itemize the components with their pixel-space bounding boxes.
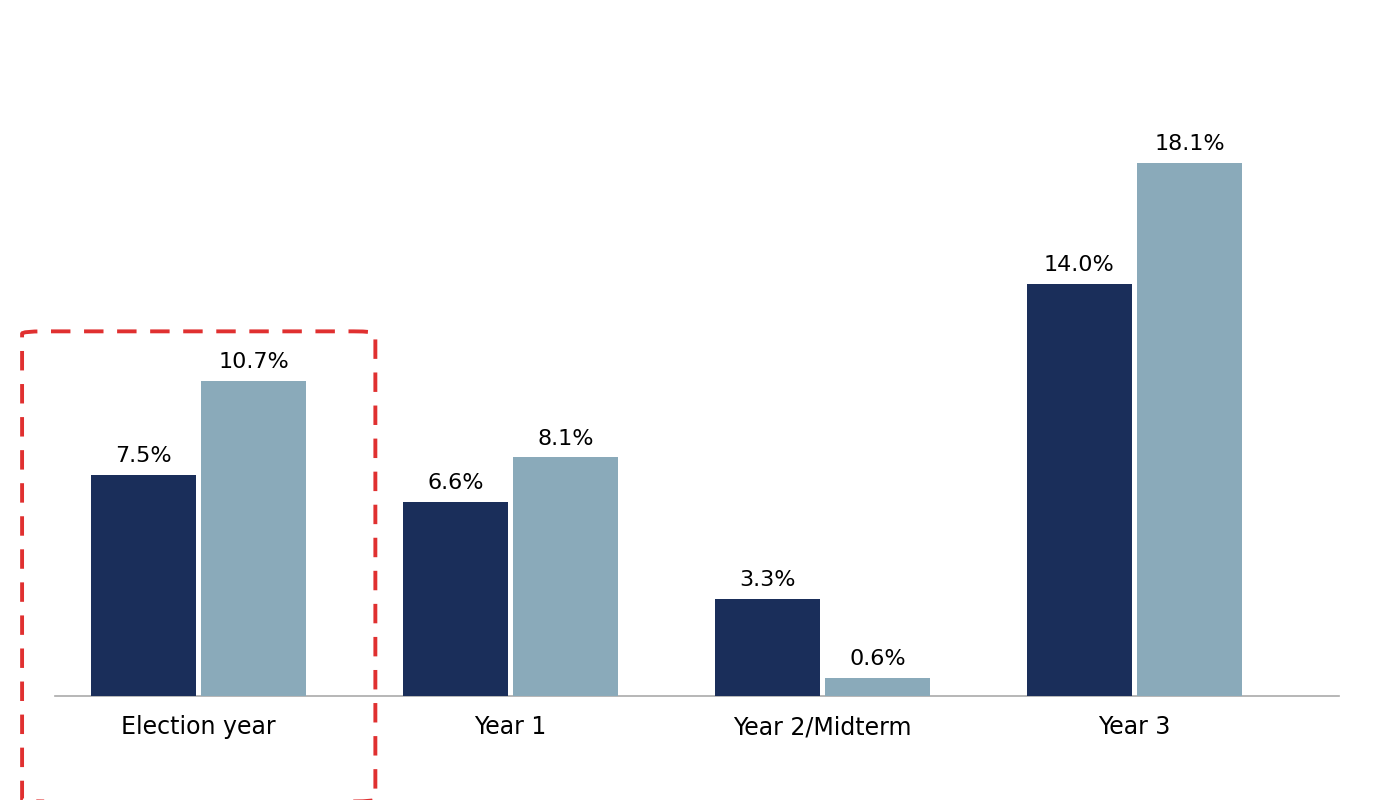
Bar <box>513 458 618 696</box>
Text: 6.6%: 6.6% <box>428 473 483 493</box>
Bar <box>1027 284 1132 696</box>
Text: 10.7%: 10.7% <box>218 352 290 372</box>
Bar <box>201 381 306 696</box>
Text: 14.0%: 14.0% <box>1043 254 1115 274</box>
Bar <box>403 502 508 696</box>
Bar <box>715 598 820 696</box>
Text: 18.1%: 18.1% <box>1154 134 1225 154</box>
Bar <box>1137 163 1242 696</box>
Text: 8.1%: 8.1% <box>538 429 593 449</box>
Text: 0.6%: 0.6% <box>849 650 907 670</box>
Text: 3.3%: 3.3% <box>740 570 795 590</box>
Text: 7.5%: 7.5% <box>115 446 172 466</box>
Bar <box>91 475 196 696</box>
Bar <box>825 678 930 696</box>
